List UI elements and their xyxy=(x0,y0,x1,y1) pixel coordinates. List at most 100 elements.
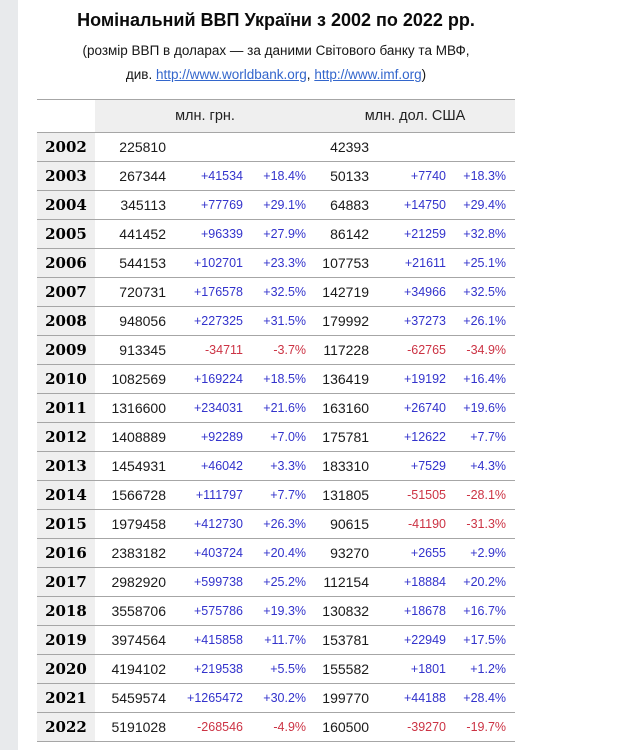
uah-change-cell: +92289 xyxy=(175,422,252,452)
uah-value-cell: 4194102 xyxy=(95,654,175,684)
imf-link[interactable]: http://www.imf.org xyxy=(314,67,422,82)
usd-change-cell: +19192 xyxy=(378,364,456,394)
usd-value-cell: 131805 xyxy=(315,480,379,510)
usd-change-cell: +44188 xyxy=(378,683,456,713)
usd-percent-cell: +32.5% xyxy=(455,277,516,307)
year-cell: 2011 xyxy=(37,393,95,423)
link-separator: , xyxy=(306,67,315,82)
uah-change-cell: +96339 xyxy=(175,219,252,249)
usd-value-cell: 107753 xyxy=(315,248,379,278)
usd-value-cell: 142719 xyxy=(315,277,379,307)
uah-value-cell: 720731 xyxy=(95,277,175,307)
usd-change-cell xyxy=(378,132,456,162)
usd-change-cell: +12622 xyxy=(378,422,456,452)
table-row: 2017 2982920 +599738 +25.2% 112154 +1888… xyxy=(37,567,516,597)
usd-change-cell: +18678 xyxy=(378,596,456,626)
usd-change-cell: +21259 xyxy=(378,219,456,249)
subtitle-line2-prefix: див. xyxy=(125,67,156,82)
uah-change-cell: -268546 xyxy=(175,712,252,742)
uah-change-cell: +102701 xyxy=(175,248,252,278)
usd-value-cell: 64883 xyxy=(315,190,379,220)
table-row: 2016 2383182 +403724 +20.4% 93270 +2655 … xyxy=(37,538,516,568)
uah-value-cell: 441452 xyxy=(95,219,175,249)
uah-percent-cell: +5.5% xyxy=(252,654,316,684)
usd-percent-cell: +18.3% xyxy=(455,161,516,191)
usd-change-cell: +34966 xyxy=(378,277,456,307)
uah-change-cell: +77769 xyxy=(175,190,252,220)
uah-percent-cell: -4.9% xyxy=(252,712,316,742)
uah-value-cell: 345113 xyxy=(95,190,175,220)
usd-percent-cell: +16.4% xyxy=(455,364,516,394)
uah-percent-cell: +23.3% xyxy=(252,248,316,278)
year-cell: 2022 xyxy=(37,712,95,742)
usd-change-cell: +21611 xyxy=(378,248,456,278)
usd-percent-cell: +2.9% xyxy=(455,538,516,568)
usd-percent-cell: +25.1% xyxy=(455,248,516,278)
usd-change-cell: -41190 xyxy=(378,509,456,539)
year-cell: 2004 xyxy=(37,190,95,220)
usd-change-cell: +26740 xyxy=(378,393,456,423)
uah-change-cell: +111797 xyxy=(175,480,252,510)
usd-percent-cell: -28.1% xyxy=(455,480,516,510)
uah-value-cell: 3974564 xyxy=(95,625,175,655)
uah-change-cell: +412730 xyxy=(175,509,252,539)
uah-value-cell: 1316600 xyxy=(95,393,175,423)
usd-value-cell: 163160 xyxy=(315,393,379,423)
table-row: 2004 345113 +77769 +29.1% 64883 +14750 +… xyxy=(37,190,516,220)
year-cell: 2008 xyxy=(37,306,95,336)
usd-change-cell: +2655 xyxy=(378,538,456,568)
corner-cell xyxy=(37,99,95,133)
uah-value-cell: 2383182 xyxy=(95,538,175,568)
usd-percent-cell: +32.8% xyxy=(455,219,516,249)
usd-value-cell: 155582 xyxy=(315,654,379,684)
usd-value-cell: 42393 xyxy=(315,132,379,162)
subtitle-line2-suffix: ) xyxy=(421,67,427,82)
subtitle-line-1: (розмір ВВП в доларах — за даними Світов… xyxy=(82,43,470,58)
year-cell: 2013 xyxy=(37,451,95,481)
year-cell: 2009 xyxy=(37,335,95,365)
uah-change-cell: +403724 xyxy=(175,538,252,568)
usd-percent-cell: +7.7% xyxy=(455,422,516,452)
usd-change-cell: +18884 xyxy=(378,567,456,597)
usd-percent-cell: +29.4% xyxy=(455,190,516,220)
usd-value-cell: 90615 xyxy=(315,509,379,539)
uah-value-cell: 5191028 xyxy=(95,712,175,742)
year-cell: 2003 xyxy=(37,161,95,191)
table-header-row: млн. грн. млн. дол. США xyxy=(37,99,516,133)
usd-percent-cell xyxy=(455,132,516,162)
table-row: 2013 1454931 +46042 +3.3% 183310 +7529 +… xyxy=(37,451,516,481)
table-row: 2003 267344 +41534 +18.4% 50133 +7740 +1… xyxy=(37,161,516,191)
usd-value-cell: 175781 xyxy=(315,422,379,452)
uah-change-cell: +415858 xyxy=(175,625,252,655)
year-cell: 2017 xyxy=(37,567,95,597)
usd-percent-cell: +26.1% xyxy=(455,306,516,336)
table-row: 2007 720731 +176578 +32.5% 142719 +34966… xyxy=(37,277,516,307)
uah-group-header: млн. грн. xyxy=(95,99,316,133)
table-row: 2011 1316600 +234031 +21.6% 163160 +2674… xyxy=(37,393,516,423)
uah-percent-cell: +30.2% xyxy=(252,683,316,713)
usd-percent-cell: +19.6% xyxy=(455,393,516,423)
page-subtitle: (розмір ВВП в доларах — за даними Світов… xyxy=(37,39,515,87)
table-row: 2002 225810 42393 xyxy=(37,132,516,162)
year-cell: 2014 xyxy=(37,480,95,510)
uah-percent-cell: +7.0% xyxy=(252,422,316,452)
table-row: 2014 1566728 +111797 +7.7% 131805 -51505… xyxy=(37,480,516,510)
uah-change-cell: +46042 xyxy=(175,451,252,481)
usd-value-cell: 179992 xyxy=(315,306,379,336)
gdp-table: млн. грн. млн. дол. США 2002 225810 4239… xyxy=(37,99,516,742)
table-body: 2002 225810 42393 2003 267344 +41534 +18… xyxy=(37,132,516,742)
uah-change-cell: +176578 xyxy=(175,277,252,307)
usd-value-cell: 183310 xyxy=(315,451,379,481)
uah-change-cell: +575786 xyxy=(175,596,252,626)
table-row: 2021 5459574 +1265472 +30.2% 199770 +441… xyxy=(37,683,516,713)
uah-value-cell: 2982920 xyxy=(95,567,175,597)
uah-value-cell: 1082569 xyxy=(95,364,175,394)
subtitle-line-2: див. http://www.worldbank.org, http://ww… xyxy=(37,63,515,87)
uah-value-cell: 948056 xyxy=(95,306,175,336)
page-content: Номінальний ВВП України з 2002 по 2022 р… xyxy=(37,0,516,742)
uah-value-cell: 1408889 xyxy=(95,422,175,452)
usd-change-cell: +22949 xyxy=(378,625,456,655)
usd-change-cell: +7529 xyxy=(378,451,456,481)
year-cell: 2016 xyxy=(37,538,95,568)
worldbank-link[interactable]: http://www.worldbank.org xyxy=(155,67,307,82)
